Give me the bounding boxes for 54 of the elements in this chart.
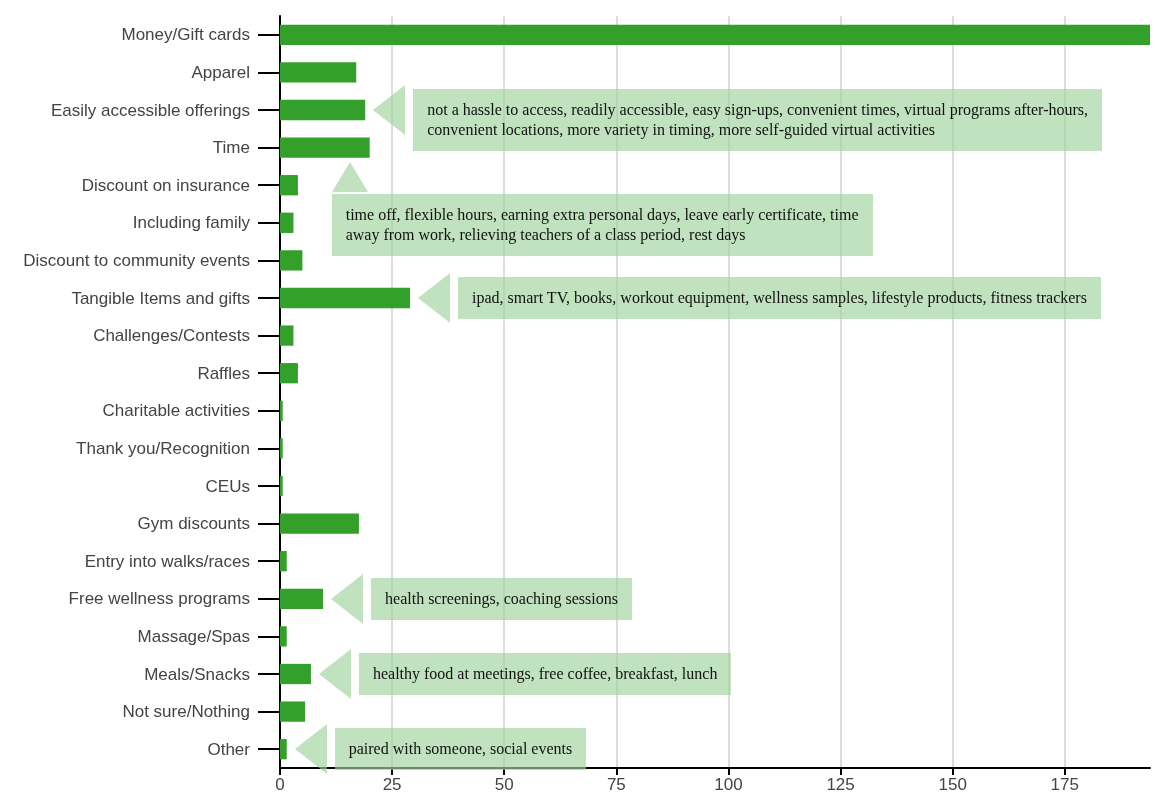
- bar: [280, 513, 359, 534]
- bar: [280, 212, 294, 233]
- y-tick-label: Discount to community events: [23, 250, 250, 270]
- y-tick-label: Free wellness programs: [68, 589, 250, 609]
- annotation: time off, flexible hours, earning extra personal days, leave early certificate, time away from work, relieving teachers of a class period, rest days: [345, 204, 859, 245]
- y-tick-label: Challenges/Contests: [93, 326, 250, 346]
- x-tick-label: 175: [1050, 775, 1079, 794]
- bar: [280, 99, 366, 121]
- x-tick-label: 75: [606, 775, 626, 794]
- y-tick-label: Thank you/Recognition: [76, 438, 250, 458]
- annotation: ipad, smart TV, books, workout equipment, wellness samples, lifestyle products, fitness trackers: [472, 288, 1088, 308]
- x-tick-label: 100: [714, 775, 743, 794]
- bar: [280, 551, 287, 572]
- bar: [280, 626, 287, 647]
- bar: [280, 701, 306, 722]
- y-tick-label: Easily accessible offerings: [50, 100, 250, 120]
- bar: [280, 400, 283, 421]
- y-tick-label: Tangible Items and gifts: [71, 288, 250, 308]
- y-tick-label: Apparel: [191, 62, 250, 82]
- bar: [280, 475, 283, 497]
- y-tick-label: Meals/Snacks: [144, 664, 250, 684]
- bar: [280, 588, 324, 609]
- bar: [280, 250, 303, 271]
- bar: [280, 175, 298, 196]
- bar: [280, 325, 294, 346]
- bar: [280, 438, 283, 459]
- y-tick-label: Entry into walks/races: [84, 551, 250, 571]
- y-tick-label: Including family: [132, 213, 251, 233]
- x-tick-label: 150: [938, 775, 967, 794]
- bar: [280, 137, 370, 158]
- bar: [280, 363, 298, 384]
- y-tick-label: Not sure/Nothing: [122, 702, 250, 722]
- bar: [280, 62, 357, 83]
- y-tick-label: Time: [212, 138, 250, 158]
- annotation: health screenings, coaching sessions: [385, 588, 618, 609]
- bar: [280, 24, 1150, 45]
- y-tick-label: Money/Gift cards: [121, 25, 250, 45]
- bar: [280, 739, 287, 760]
- y-tick-label: Gym discounts: [137, 514, 250, 534]
- annotation: not a hassle to access, readily accessible, easy sign-ups, convenient times, virtual programs after-hours, convenient locations, more variety in timing, more self-guided virtual activities: [427, 100, 1089, 140]
- x-tick-label: 50: [494, 775, 514, 794]
- bar: [280, 287, 411, 309]
- annotation: healthy food at meetings, free coffee, breakfast, lunch: [372, 664, 718, 684]
- y-tick-label: Massage/Spas: [137, 626, 250, 646]
- y-tick-label: Raffles: [197, 363, 250, 383]
- y-tick-label: Other: [207, 739, 251, 759]
- x-tick-label: 0: [275, 775, 285, 794]
- x-tick-label: 25: [382, 775, 402, 794]
- y-tick-label: Discount on insurance: [81, 175, 250, 195]
- y-tick-label: CEUs: [205, 476, 250, 496]
- y-tick-label: Charitable activities: [102, 401, 250, 421]
- annotation: paired with someone, social events: [348, 739, 573, 760]
- x-tick-label: 125: [826, 775, 855, 794]
- bar: [280, 663, 311, 685]
